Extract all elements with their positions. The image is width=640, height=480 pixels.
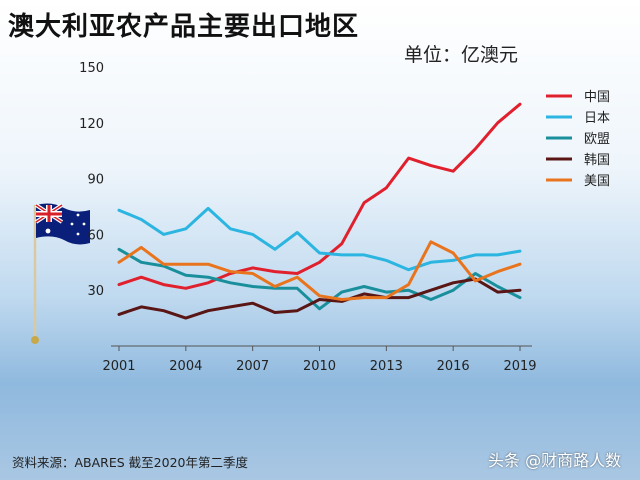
legend-label: 欧盟 (584, 132, 610, 147)
x-tick-label: 2004 (169, 359, 202, 374)
unit-label: 单位：亿澳元 (404, 44, 519, 66)
x-tick-label: 2019 (503, 359, 536, 374)
series-line-2 (117, 206, 522, 272)
legend-label: 韩国 (584, 153, 610, 168)
x-tick-label: 2013 (370, 359, 403, 374)
y-tick-label: 120 (79, 117, 104, 132)
x-tick-label: 2010 (303, 359, 336, 374)
chart-title: 澳大利亚农产品主要出口地区 (8, 12, 360, 42)
legend-label: 美国 (584, 174, 610, 189)
y-tick-label: 150 (79, 61, 104, 76)
series-line-5 (117, 240, 522, 301)
y-tick-label: 60 (87, 228, 104, 243)
x-tick-label: 2016 (437, 359, 470, 374)
y-tick-label: 30 (87, 284, 104, 299)
series-line-3 (117, 247, 522, 311)
x-tick-label: 2007 (236, 359, 269, 374)
watermark: 头条 @财商路人数 (488, 451, 622, 470)
series-line-1 (117, 102, 522, 290)
source-note: 资料来源：ABARES 截至2020年第二季度 (12, 455, 248, 470)
legend-label: 日本 (584, 111, 610, 126)
legend-label: 中国 (584, 90, 610, 105)
x-tick-label: 2001 (102, 359, 135, 374)
series-line-4 (117, 277, 522, 320)
y-tick-label: 90 (87, 173, 104, 188)
